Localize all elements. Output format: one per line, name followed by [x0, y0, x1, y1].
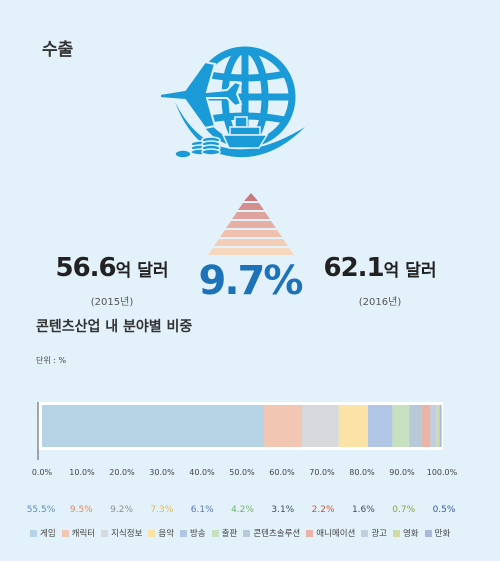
bar-segment-2 — [302, 405, 339, 447]
bar-segment-8 — [430, 405, 437, 447]
bar-segment-5 — [392, 405, 410, 447]
export-2015-unit: 억 달러 — [115, 261, 169, 281]
value-label: 4.2% — [231, 505, 254, 515]
chart-title: 콘텐츠산업 내 분야별 비중 — [36, 319, 193, 335]
export-2016-unit: 억 달러 — [383, 261, 437, 281]
legend-item: 음악 — [148, 527, 174, 539]
bar-segment-1 — [264, 405, 302, 447]
export-2015-value: 56.6 — [55, 253, 117, 283]
value-label: 0.7% — [392, 505, 415, 515]
bar-segment-6 — [409, 405, 422, 447]
unit-label: 단위 : % — [36, 356, 67, 365]
legend-item: 게임 — [30, 527, 56, 539]
growth-pyramid-icon — [208, 193, 294, 255]
x-tick-label: 70.0% — [309, 468, 335, 477]
bar-segment-7 — [421, 405, 431, 447]
legend-item: 콘텐츠솔루션 — [243, 527, 300, 539]
value-label: 3.1% — [271, 505, 294, 515]
x-tick-label: 60.0% — [269, 468, 295, 477]
globe-plane-ship-icon — [159, 46, 305, 159]
legend-label: 애니메이션 — [316, 529, 356, 539]
legend-swatch — [101, 529, 109, 537]
export-2016-amount: 62.1억 달러 — [310, 253, 450, 283]
x-tick-label: 30.0% — [149, 468, 175, 477]
legend-item: 방송 — [180, 527, 206, 539]
legend-label: 방송 — [190, 529, 206, 539]
legend-swatch — [180, 529, 188, 537]
bar-segment-10 — [439, 405, 442, 447]
legend-swatch — [424, 529, 432, 537]
export-2015-amount: 56.6억 달러 — [42, 253, 182, 283]
legend-swatch — [306, 529, 314, 537]
bar-segment-0 — [42, 405, 264, 447]
legend-swatch — [243, 529, 251, 537]
legend-label: 만화 — [434, 529, 451, 539]
legend-item: 지식정보 — [101, 527, 142, 539]
value-label: 9.2% — [110, 505, 133, 515]
export-2016: 62.1억 달러 (2016년) — [310, 253, 450, 308]
legend-swatch — [30, 529, 37, 537]
stacked-bar-chart: 0.0% 10.0% 20.0% 30.0% 40.0% 50.0% 60.0% 70.0% 8… — [27, 402, 458, 515]
export-2015: 56.6억 달러 (2015년) — [42, 253, 182, 308]
legend-swatch — [392, 529, 400, 537]
value-label: 7.3% — [150, 505, 173, 515]
bar-segment-9 — [436, 405, 440, 447]
legend-swatch — [61, 529, 69, 537]
x-tick-label: 90.0% — [389, 468, 415, 477]
value-label: 6.1% — [191, 505, 214, 515]
legend-label: 음악 — [158, 529, 175, 539]
value-label: 2.2% — [312, 505, 335, 515]
bar-segment-3 — [338, 405, 368, 447]
x-tick-label: 100.0% — [427, 468, 458, 477]
legend-label: 영화 — [402, 529, 419, 539]
x-tick-label: 10.0% — [69, 468, 95, 477]
bar-segment-4 — [368, 405, 393, 447]
section-title: 수출 — [42, 40, 74, 60]
x-tick-label: 0.0% — [32, 468, 53, 477]
legend-item: 애니메이션 — [306, 527, 355, 539]
x-tick-label: 20.0% — [109, 468, 135, 477]
legend-swatch — [361, 529, 369, 537]
legend-label: 지식정보 — [111, 529, 143, 539]
legend-item: 영화 — [392, 527, 419, 539]
value-label: 1.6% — [352, 505, 375, 515]
legend-label: 게임 — [40, 529, 56, 539]
legend-item: 출판 — [211, 527, 238, 539]
chart-legend: 게임 캐릭터 지식정보 음악 방송 출판 콘텐츠솔루션 애니메이션 광고 영화 만화 — [30, 527, 450, 539]
growth-rate: 9.7% — [198, 258, 304, 304]
value-label: 9.5% — [70, 505, 93, 515]
legend-swatch — [148, 529, 156, 537]
legend-label: 출판 — [221, 529, 238, 539]
export-2016-value: 62.1 — [323, 253, 385, 283]
export-2015-year: (2015년) — [90, 297, 134, 308]
legend-label: 콘텐츠솔루션 — [253, 529, 301, 539]
x-tick-label: 50.0% — [229, 468, 255, 477]
value-label: 0.5% — [433, 505, 456, 515]
x-tick-label: 80.0% — [349, 468, 375, 477]
legend-swatch — [211, 529, 219, 537]
legend-item: 광고 — [361, 527, 387, 539]
export-2016-year: (2016년) — [358, 297, 402, 308]
x-tick-label: 40.0% — [189, 468, 215, 477]
legend-label: 캐릭터 — [71, 529, 96, 539]
legend-item: 만화 — [424, 527, 451, 539]
legend-label: 광고 — [371, 529, 387, 539]
value-label: 55.5% — [27, 505, 56, 515]
legend-item: 캐릭터 — [61, 527, 96, 539]
